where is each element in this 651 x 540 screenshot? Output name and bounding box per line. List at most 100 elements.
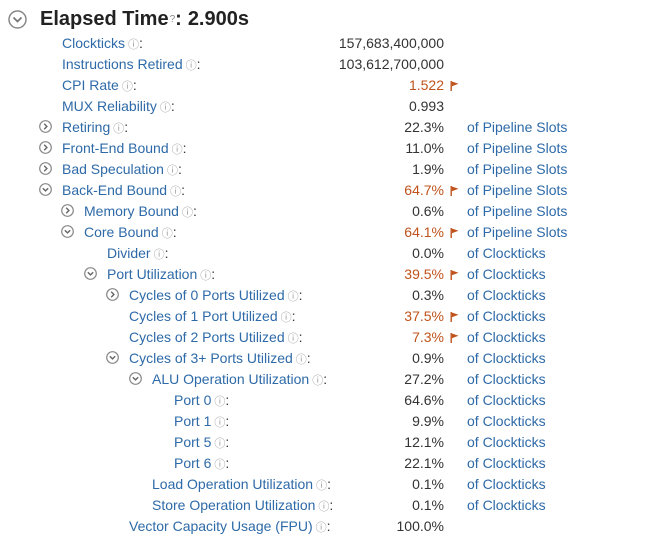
help-icon[interactable]: ⓘ: [287, 291, 299, 303]
help-icon[interactable]: ⓘ: [181, 207, 193, 219]
metric-label[interactable]: Cycles of 0 Ports Utilized ⓘ:: [129, 285, 303, 308]
collapse-toggle-icon[interactable]: [8, 9, 27, 29]
metric-label-text[interactable]: Core Bound: [84, 224, 159, 240]
metric-label[interactable]: Cycles of 1 Port Utilized ⓘ:: [129, 306, 296, 329]
help-icon[interactable]: ⓘ: [295, 354, 307, 366]
metric-label-text[interactable]: Divider: [107, 245, 151, 261]
help-icon[interactable]: ⓘ: [166, 165, 178, 177]
help-icon[interactable]: ?: [169, 13, 176, 25]
help-icon[interactable]: ⓘ: [161, 228, 173, 240]
metric-label[interactable]: Port 1 ⓘ:: [174, 411, 229, 434]
metric-label[interactable]: Store Operation Utilization ⓘ:: [152, 495, 333, 518]
metric-unit-link[interactable]: of Clockticks: [467, 476, 546, 492]
metric-label-text[interactable]: Cycles of 2 Ports Utilized: [129, 329, 285, 345]
metric-unit-link[interactable]: of Pipeline Slots: [467, 119, 568, 135]
metric-unit-link[interactable]: of Clockticks: [467, 455, 546, 471]
metric-label-text[interactable]: MUX Reliability: [62, 98, 157, 114]
help-icon[interactable]: ⓘ: [318, 501, 330, 513]
help-icon[interactable]: ⓘ: [214, 459, 226, 471]
metric-label-text[interactable]: Front-End Bound: [62, 140, 169, 156]
metric-label[interactable]: Retiring ⓘ:: [62, 117, 128, 140]
help-icon[interactable]: ⓘ: [315, 522, 327, 534]
help-icon[interactable]: ⓘ: [280, 312, 292, 324]
metric-unit-link[interactable]: of Clockticks: [467, 287, 546, 303]
metric-label[interactable]: Port 5 ⓘ:: [174, 432, 229, 455]
metric-unit-link[interactable]: of Pipeline Slots: [467, 182, 568, 198]
metric-label-text[interactable]: Port 1: [174, 413, 212, 429]
collapse-icon[interactable]: [84, 267, 97, 280]
metric-label[interactable]: Port 0 ⓘ:: [174, 390, 229, 413]
metric-label-text[interactable]: Store Operation Utilization: [152, 497, 316, 513]
metric-label[interactable]: Cycles of 3+ Ports Utilized ⓘ:: [129, 348, 311, 371]
metric-label[interactable]: Port 6 ⓘ:: [174, 453, 229, 476]
metric-unit-link[interactable]: of Pipeline Slots: [467, 140, 568, 156]
metric-label[interactable]: Front-End Bound ⓘ:: [62, 138, 187, 161]
metric-unit-link[interactable]: of Clockticks: [467, 371, 546, 387]
metric-label-text[interactable]: Port 0: [174, 392, 212, 408]
metric-label-text[interactable]: Vector Capacity Usage (FPU): [129, 518, 313, 534]
help-icon[interactable]: ⓘ: [113, 123, 125, 135]
expand-icon[interactable]: [61, 204, 74, 217]
metric-unit-link[interactable]: of Clockticks: [467, 266, 546, 282]
help-icon[interactable]: ⓘ: [159, 102, 171, 114]
help-icon[interactable]: ⓘ: [200, 270, 212, 282]
metric-label-text[interactable]: Cycles of 1 Port Utilized: [129, 308, 278, 324]
help-icon[interactable]: ⓘ: [170, 186, 182, 198]
metric-label[interactable]: Load Operation Utilization ⓘ:: [152, 474, 331, 497]
expand-icon[interactable]: [106, 288, 119, 301]
metric-label-text[interactable]: Port Utilization: [107, 266, 198, 282]
metric-label-text[interactable]: ALU Operation Utilization: [152, 371, 310, 387]
metric-label-text[interactable]: CPI Rate: [62, 77, 119, 93]
metric-unit-link[interactable]: of Clockticks: [467, 350, 546, 366]
expand-icon[interactable]: [39, 141, 52, 154]
metric-unit-link[interactable]: of Pipeline Slots: [467, 161, 568, 177]
expand-icon[interactable]: [39, 120, 52, 133]
metric-label[interactable]: Memory Bound ⓘ:: [84, 201, 197, 224]
metric-unit-link[interactable]: of Pipeline Slots: [467, 224, 568, 240]
help-icon[interactable]: ⓘ: [214, 396, 226, 408]
metric-label-text[interactable]: Port 6: [174, 455, 212, 471]
collapse-icon[interactable]: [61, 225, 74, 238]
metric-unit-link[interactable]: of Clockticks: [467, 497, 546, 513]
metric-label-text[interactable]: Instructions Retired: [62, 56, 183, 72]
help-icon[interactable]: ⓘ: [214, 438, 226, 450]
metric-label[interactable]: Back-End Bound ⓘ:: [62, 180, 185, 203]
metric-label-text[interactable]: Back-End Bound: [62, 182, 168, 198]
metric-label[interactable]: Divider ⓘ:: [107, 243, 168, 266]
metric-label[interactable]: Bad Speculation ⓘ:: [62, 159, 182, 182]
metric-label[interactable]: Clockticks ⓘ:: [62, 33, 143, 56]
metric-label[interactable]: ALU Operation Utilization ⓘ:: [152, 369, 327, 392]
metric-label-text[interactable]: Clockticks: [62, 35, 126, 51]
metric-unit-link[interactable]: of Pipeline Slots: [467, 203, 568, 219]
metric-label[interactable]: Port Utilization ⓘ:: [107, 264, 215, 287]
metric-unit-link[interactable]: of Clockticks: [467, 434, 546, 450]
expand-icon[interactable]: [39, 162, 52, 175]
collapse-icon[interactable]: [129, 372, 142, 385]
help-icon[interactable]: ⓘ: [316, 480, 328, 492]
help-icon[interactable]: ⓘ: [185, 60, 197, 72]
metric-label-text[interactable]: Load Operation Utilization: [152, 476, 314, 492]
help-icon[interactable]: ⓘ: [287, 333, 299, 345]
collapse-icon[interactable]: [106, 351, 119, 364]
metric-unit-link[interactable]: of Clockticks: [467, 245, 546, 261]
metric-label[interactable]: Core Bound ⓘ:: [84, 222, 177, 245]
metric-unit-link[interactable]: of Clockticks: [467, 413, 546, 429]
metric-unit-link[interactable]: of Clockticks: [467, 329, 546, 345]
help-icon[interactable]: ⓘ: [171, 144, 183, 156]
help-icon[interactable]: ⓘ: [312, 375, 324, 387]
metric-label-text[interactable]: Memory Bound: [84, 203, 179, 219]
collapse-icon[interactable]: [39, 183, 52, 196]
help-icon[interactable]: ⓘ: [121, 81, 133, 93]
help-icon[interactable]: ⓘ: [128, 39, 140, 51]
metric-label[interactable]: MUX Reliability ⓘ:: [62, 96, 175, 119]
metric-label-text[interactable]: Port 5: [174, 434, 212, 450]
help-icon[interactable]: ⓘ: [153, 249, 165, 261]
metric-label[interactable]: Cycles of 2 Ports Utilized ⓘ:: [129, 327, 303, 350]
metric-label-text[interactable]: Bad Speculation: [62, 161, 164, 177]
metric-label-text[interactable]: Cycles of 0 Ports Utilized: [129, 287, 285, 303]
metric-label-text[interactable]: Retiring: [62, 119, 111, 135]
help-icon[interactable]: ⓘ: [214, 417, 226, 429]
metric-label[interactable]: Vector Capacity Usage (FPU) ⓘ:: [129, 516, 331, 539]
metric-unit-link[interactable]: of Clockticks: [467, 308, 546, 324]
metric-label-text[interactable]: Cycles of 3+ Ports Utilized: [129, 350, 293, 366]
